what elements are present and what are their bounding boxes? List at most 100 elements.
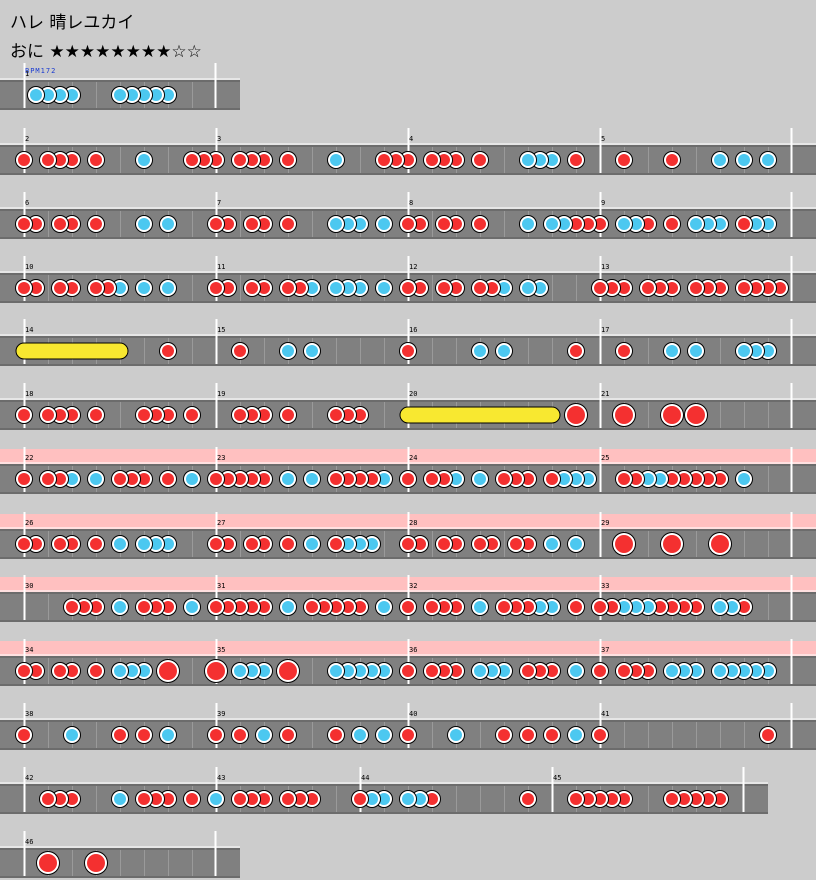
measure-number: 5 xyxy=(601,135,605,143)
ka-note xyxy=(534,282,546,294)
don-note xyxy=(510,601,522,613)
don-note xyxy=(138,793,150,805)
measure-number: 24 xyxy=(409,454,417,462)
don-note xyxy=(210,473,222,485)
ka-note xyxy=(342,282,354,294)
measure-number: 26 xyxy=(25,519,33,527)
don-note xyxy=(210,218,222,230)
don-note xyxy=(66,601,78,613)
measure-number: 16 xyxy=(409,326,417,334)
don-note xyxy=(510,538,522,550)
ka-note xyxy=(534,154,546,166)
big-don-note xyxy=(567,406,585,424)
don-note xyxy=(630,473,642,485)
ka-note xyxy=(654,473,666,485)
don-note xyxy=(138,729,150,741)
ka-note xyxy=(66,89,78,101)
don-note xyxy=(714,282,726,294)
ka-note xyxy=(354,218,366,230)
don-note xyxy=(330,538,342,550)
don-note xyxy=(642,282,654,294)
don-note xyxy=(522,665,534,677)
ka-note xyxy=(570,665,582,677)
measure-number: 35 xyxy=(217,646,225,654)
don-note xyxy=(294,793,306,805)
ka-note xyxy=(330,665,342,677)
ka-note xyxy=(402,793,414,805)
measure-number: 2 xyxy=(25,135,29,143)
don-note xyxy=(594,665,606,677)
don-note xyxy=(246,538,258,550)
don-note xyxy=(582,793,594,805)
don-note xyxy=(474,218,486,230)
don-note xyxy=(582,218,594,230)
don-note xyxy=(666,154,678,166)
don-note xyxy=(90,218,102,230)
ka-note xyxy=(114,665,126,677)
don-note xyxy=(570,601,582,613)
ka-note xyxy=(306,282,318,294)
don-note xyxy=(606,282,618,294)
don-note xyxy=(18,665,30,677)
ka-note xyxy=(210,793,222,805)
don-note xyxy=(690,793,702,805)
don-note xyxy=(438,665,450,677)
don-note xyxy=(630,665,642,677)
don-note xyxy=(750,282,762,294)
ka-note xyxy=(558,218,570,230)
ka-note xyxy=(246,665,258,677)
don-note xyxy=(114,729,126,741)
don-note xyxy=(450,282,462,294)
don-note xyxy=(594,218,606,230)
ka-note xyxy=(522,282,534,294)
don-note xyxy=(498,601,510,613)
don-note xyxy=(570,218,582,230)
star-filled-icon: ★ xyxy=(125,42,141,62)
measure-number: 37 xyxy=(601,646,609,654)
ka-note xyxy=(642,601,654,613)
don-note xyxy=(258,538,270,550)
don-note xyxy=(246,154,258,166)
ka-note xyxy=(570,538,582,550)
don-note xyxy=(282,154,294,166)
ka-note xyxy=(450,473,462,485)
ka-note xyxy=(738,473,750,485)
ka-note xyxy=(666,345,678,357)
don-note xyxy=(258,409,270,421)
don-note xyxy=(282,282,294,294)
don-note xyxy=(354,793,366,805)
don-note xyxy=(570,345,582,357)
don-note xyxy=(438,154,450,166)
don-note xyxy=(342,409,354,421)
ka-note xyxy=(750,345,762,357)
don-note xyxy=(774,282,786,294)
measure-number: 29 xyxy=(601,519,609,527)
don-note xyxy=(714,473,726,485)
ka-note xyxy=(330,282,342,294)
ka-note xyxy=(138,218,150,230)
don-note xyxy=(690,282,702,294)
don-note xyxy=(498,729,510,741)
ka-note xyxy=(126,89,138,101)
don-note xyxy=(90,538,102,550)
don-note xyxy=(522,473,534,485)
ka-note xyxy=(690,345,702,357)
ka-note xyxy=(378,282,390,294)
measure-number: 40 xyxy=(409,710,417,718)
don-note xyxy=(450,218,462,230)
ka-note xyxy=(534,601,546,613)
ka-note xyxy=(522,218,534,230)
ka-note xyxy=(498,665,510,677)
don-note xyxy=(618,473,630,485)
don-note xyxy=(222,282,234,294)
ka-note xyxy=(546,601,558,613)
measure-number: 14 xyxy=(25,326,33,334)
don-note xyxy=(258,793,270,805)
don-note xyxy=(54,409,66,421)
ka-note xyxy=(378,601,390,613)
don-note xyxy=(498,473,510,485)
don-note xyxy=(282,793,294,805)
measure-number: 19 xyxy=(217,390,225,398)
don-note xyxy=(618,154,630,166)
ka-note xyxy=(762,345,774,357)
